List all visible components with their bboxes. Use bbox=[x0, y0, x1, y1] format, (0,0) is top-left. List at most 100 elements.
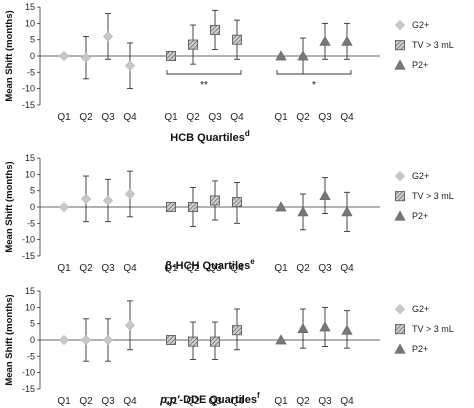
legend-label: TV > 3 mL bbox=[412, 324, 454, 334]
x-tick-label: Q3 bbox=[101, 112, 115, 123]
x-tick-label: Q3 bbox=[208, 112, 222, 123]
data-point-marker bbox=[231, 34, 242, 45]
legend-marker bbox=[394, 343, 406, 354]
data-point-marker bbox=[231, 197, 242, 208]
data-point-marker bbox=[124, 60, 136, 71]
legend-label: G2+ bbox=[412, 304, 429, 314]
data-point-marker bbox=[275, 334, 287, 345]
x-axis-label: β-HCH Quartilese bbox=[165, 257, 255, 272]
x-tick-label: Q3 bbox=[208, 263, 222, 274]
legend-marker bbox=[394, 40, 405, 51]
data-point-marker bbox=[58, 334, 70, 346]
y-axis-label: Mean Shift (months) bbox=[4, 161, 15, 252]
data-point-marker bbox=[187, 39, 198, 50]
data-point-marker bbox=[124, 320, 136, 331]
data-point-marker bbox=[319, 189, 331, 200]
x-tick-label: Q4 bbox=[123, 112, 137, 123]
x-tick-label: Q4 bbox=[230, 396, 244, 407]
y-axis-label: Mean Shift (months) bbox=[4, 294, 15, 385]
data-point-marker bbox=[341, 206, 353, 217]
data-point-marker bbox=[209, 336, 220, 347]
legend-label: TV > 3 mL bbox=[412, 191, 454, 201]
y-tick-label: 10 bbox=[25, 302, 35, 312]
y-tick-label: -15 bbox=[22, 384, 35, 394]
x-tick-label: Q4 bbox=[340, 263, 354, 274]
data-point-marker bbox=[231, 325, 242, 336]
x-tick-label: Q2 bbox=[186, 263, 200, 274]
legend-marker bbox=[394, 171, 406, 182]
data-point-marker bbox=[80, 334, 92, 346]
legend-label: TV > 3 mL bbox=[412, 40, 454, 50]
chart-panel-2: -15 -10 -5 0 5 10 15 Mean Shift (months) Q1 Q2 Q3 Q… bbox=[4, 153, 454, 274]
x-tick-label: Q2 bbox=[296, 263, 310, 274]
data-point-marker bbox=[165, 51, 176, 62]
chart-panel-3: -15 -10 -5 0 5 10 15 Mean Shift (months) Q1 Q2 Q3 Q… bbox=[4, 286, 454, 407]
y-tick-label: -5 bbox=[27, 67, 35, 77]
x-axis-label: HCB Quartilesd bbox=[170, 129, 250, 144]
x-tick-label: Q2 bbox=[186, 396, 200, 407]
data-point-marker bbox=[80, 193, 92, 204]
x-tick-label: Q4 bbox=[340, 396, 354, 407]
legend-marker bbox=[394, 304, 406, 315]
data-point-marker bbox=[297, 206, 309, 217]
x-tick-label: Q1 bbox=[274, 112, 288, 123]
x-tick-label: Q1 bbox=[274, 396, 288, 407]
x-tick-label: Q1 bbox=[57, 112, 71, 123]
y-tick-label: -15 bbox=[22, 100, 35, 110]
x-tick-label: Q1 bbox=[57, 263, 71, 274]
x-axis-label-superscript: f bbox=[257, 391, 260, 400]
x-tick-label: Q2 bbox=[296, 396, 310, 407]
x-tick-label: Q4 bbox=[230, 112, 244, 123]
data-point-marker bbox=[80, 52, 92, 63]
legend-marker bbox=[394, 20, 406, 31]
data-point-marker bbox=[297, 322, 309, 333]
data-point-marker bbox=[341, 324, 353, 335]
legend-label: P2+ bbox=[412, 60, 428, 70]
y-tick-label: 15 bbox=[25, 2, 35, 12]
legend-marker bbox=[394, 191, 405, 202]
y-tick-label: -5 bbox=[27, 218, 35, 228]
data-point-marker bbox=[319, 321, 331, 332]
x-tick-label: Q4 bbox=[230, 263, 244, 274]
x-tick-label: Q4 bbox=[340, 112, 354, 123]
data-point-marker bbox=[102, 334, 114, 346]
legend-label: G2+ bbox=[412, 171, 429, 181]
data-point-marker bbox=[209, 24, 220, 35]
y-tick-label: -10 bbox=[22, 235, 35, 245]
data-point-marker bbox=[275, 50, 287, 61]
data-point-marker bbox=[209, 195, 220, 206]
x-axis-label-text: HCB Quartiles bbox=[170, 132, 245, 144]
x-tick-label: Q3 bbox=[101, 396, 115, 407]
legend-marker bbox=[394, 324, 405, 335]
y-tick-label: -10 bbox=[22, 84, 35, 94]
data-point-marker bbox=[341, 35, 353, 46]
y-tick-label: 0 bbox=[30, 51, 35, 61]
data-point-marker bbox=[58, 50, 70, 62]
y-tick-label: 5 bbox=[30, 35, 35, 45]
y-tick-label: -10 bbox=[22, 368, 35, 378]
x-tick-label: Q1 bbox=[57, 396, 71, 407]
x-tick-label: Q3 bbox=[318, 263, 332, 274]
x-axis-label-superscript: d bbox=[245, 129, 250, 138]
data-point-marker bbox=[58, 201, 70, 213]
legend-marker bbox=[394, 210, 406, 221]
legend-label: P2+ bbox=[412, 211, 428, 221]
significance-bracket bbox=[276, 70, 352, 75]
x-tick-label: Q3 bbox=[101, 263, 115, 274]
x-tick-label: Q2 bbox=[296, 112, 310, 123]
data-point-marker bbox=[165, 334, 176, 345]
y-tick-label: 10 bbox=[25, 18, 35, 28]
y-axis-label: Mean Shift (months) bbox=[4, 10, 15, 101]
x-tick-label: Q2 bbox=[186, 112, 200, 123]
x-tick-label: Q3 bbox=[318, 396, 332, 407]
data-point-marker bbox=[165, 201, 176, 212]
data-point-marker bbox=[124, 188, 136, 199]
x-axis-label-italic-prefix: p,p′ bbox=[159, 394, 180, 406]
data-point-marker bbox=[102, 195, 114, 206]
x-tick-label: Q4 bbox=[123, 396, 137, 407]
legend-marker bbox=[394, 59, 406, 70]
y-tick-label: 0 bbox=[30, 202, 35, 212]
data-point-marker bbox=[297, 50, 309, 61]
x-tick-label: Q3 bbox=[318, 112, 332, 123]
x-tick-label: Q4 bbox=[123, 263, 137, 274]
